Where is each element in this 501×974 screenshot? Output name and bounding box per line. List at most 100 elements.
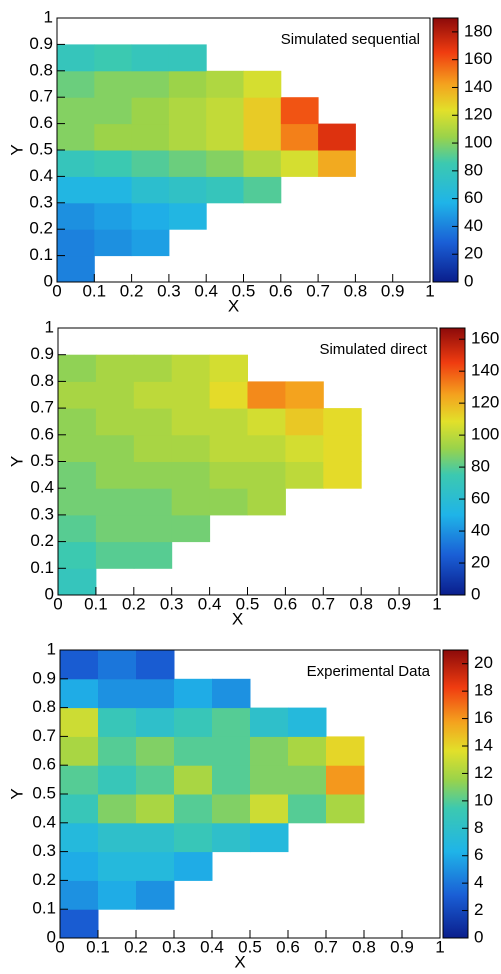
color-bar-label: 8	[474, 818, 483, 837]
heat-cell	[98, 880, 137, 910]
heat-cell	[168, 123, 207, 151]
heat-cell	[58, 488, 97, 516]
x-tick-label: 0.3	[160, 594, 184, 613]
x-tick-label: 0.7	[314, 937, 338, 956]
color-bar	[442, 649, 469, 939]
heat-cell	[133, 354, 173, 382]
heat-cell	[57, 123, 95, 151]
heat-cell	[285, 434, 324, 462]
y-tick-label: 1	[47, 639, 56, 658]
heat-cell	[206, 123, 244, 151]
heat-cell	[94, 123, 133, 151]
color-bar-label: 100	[471, 425, 499, 444]
heat-cell	[136, 650, 175, 680]
x-tick-label: 0.9	[381, 281, 405, 300]
y-tick-label: 0.2	[29, 219, 53, 238]
heat-cell	[243, 150, 282, 177]
y-tick-label: 0	[45, 584, 54, 603]
y-tick-label: 0.8	[30, 371, 54, 390]
heat-cell	[136, 822, 175, 853]
y-tick-label: 0.1	[32, 899, 56, 918]
heat-cell	[57, 44, 95, 72]
x-tick-label: 0.9	[390, 937, 414, 956]
heat-cell	[206, 97, 244, 125]
heat-cell	[57, 97, 95, 125]
y-tick-label: 0.5	[29, 139, 53, 158]
heat-cell	[131, 123, 170, 151]
x-tick-label: 0.1	[86, 937, 110, 956]
heat-cell	[98, 765, 137, 795]
x-tick-label: 0.5	[236, 594, 260, 613]
heat-cell	[136, 880, 175, 910]
heat-cell	[288, 794, 327, 824]
heat-cell	[212, 765, 251, 795]
y-tick-label: 0.3	[29, 192, 53, 211]
color-bar-label: 40	[464, 216, 483, 235]
x-tick-label: 1	[432, 594, 441, 613]
heat-cell	[136, 736, 175, 766]
color-bar-label: 180	[464, 21, 492, 40]
x-tick-label: 0.3	[157, 281, 181, 300]
x-tick-label: 0.5	[232, 281, 256, 300]
heat-cell	[58, 568, 97, 596]
heat-cell	[174, 678, 213, 709]
heat-cell	[136, 678, 175, 709]
heat-cell	[57, 255, 95, 283]
heat-cell	[94, 150, 133, 177]
y-tick-label: 0.4	[29, 166, 53, 185]
y-tick-label: 0.6	[30, 424, 54, 443]
x-tick-label: 0.4	[200, 937, 224, 956]
heat-cell	[95, 354, 135, 382]
heat-cell	[174, 851, 213, 881]
heat-cell	[243, 123, 282, 151]
heat-cell	[318, 123, 356, 151]
heat-cell	[209, 434, 248, 462]
y-tick-label: 0	[44, 271, 53, 290]
heat-cell	[250, 736, 289, 766]
color-bar-label: 100	[464, 133, 492, 152]
x-tick-label: 0	[53, 594, 62, 613]
color-bar-label: 0	[471, 584, 480, 603]
y-tick-label: 0.1	[29, 245, 53, 264]
y-tick-label: 0.4	[30, 478, 54, 497]
heat-cell	[133, 488, 173, 516]
heat-cell	[57, 150, 95, 177]
x-tick-label: 0.6	[276, 937, 300, 956]
x-tick-label: 0.6	[274, 594, 298, 613]
heat-cell	[58, 354, 97, 382]
heat-cell	[133, 541, 173, 569]
heat-cell	[94, 229, 133, 257]
heat-cell	[171, 514, 211, 543]
x-tick-label: 0	[52, 281, 61, 300]
heat-cell	[60, 794, 99, 824]
heat-cell	[168, 97, 207, 125]
heat-cell	[60, 678, 99, 709]
heat-cell	[95, 434, 135, 462]
heat-cell	[212, 707, 251, 737]
heat-cell	[57, 202, 95, 230]
heat-cell	[168, 202, 207, 230]
color-bar-label: 18	[474, 681, 493, 700]
heat-cell	[171, 354, 211, 382]
y-tick-label: 0.8	[32, 697, 56, 716]
color-bar-label: 0	[464, 271, 473, 290]
heat-cell	[288, 736, 327, 766]
heat-cell	[171, 434, 211, 462]
y-tick-label: 0.9	[30, 344, 54, 363]
heat-cell	[60, 822, 99, 853]
heat-cell	[247, 434, 286, 462]
heat-cell	[58, 381, 97, 409]
heat-cell	[209, 381, 248, 409]
x-tick-label: 0.9	[387, 594, 411, 613]
color-bar-label: 140	[464, 77, 492, 96]
color-bar-label: 0	[474, 927, 483, 946]
x-tick-label: 0.8	[352, 937, 376, 956]
color-bar-label: 16	[474, 708, 493, 727]
x-tick-label: 0.4	[194, 281, 218, 300]
y-tick-label: 1	[44, 7, 53, 26]
heat-cell	[95, 461, 135, 489]
heat-cell	[174, 707, 213, 737]
heat-cell	[247, 461, 286, 489]
